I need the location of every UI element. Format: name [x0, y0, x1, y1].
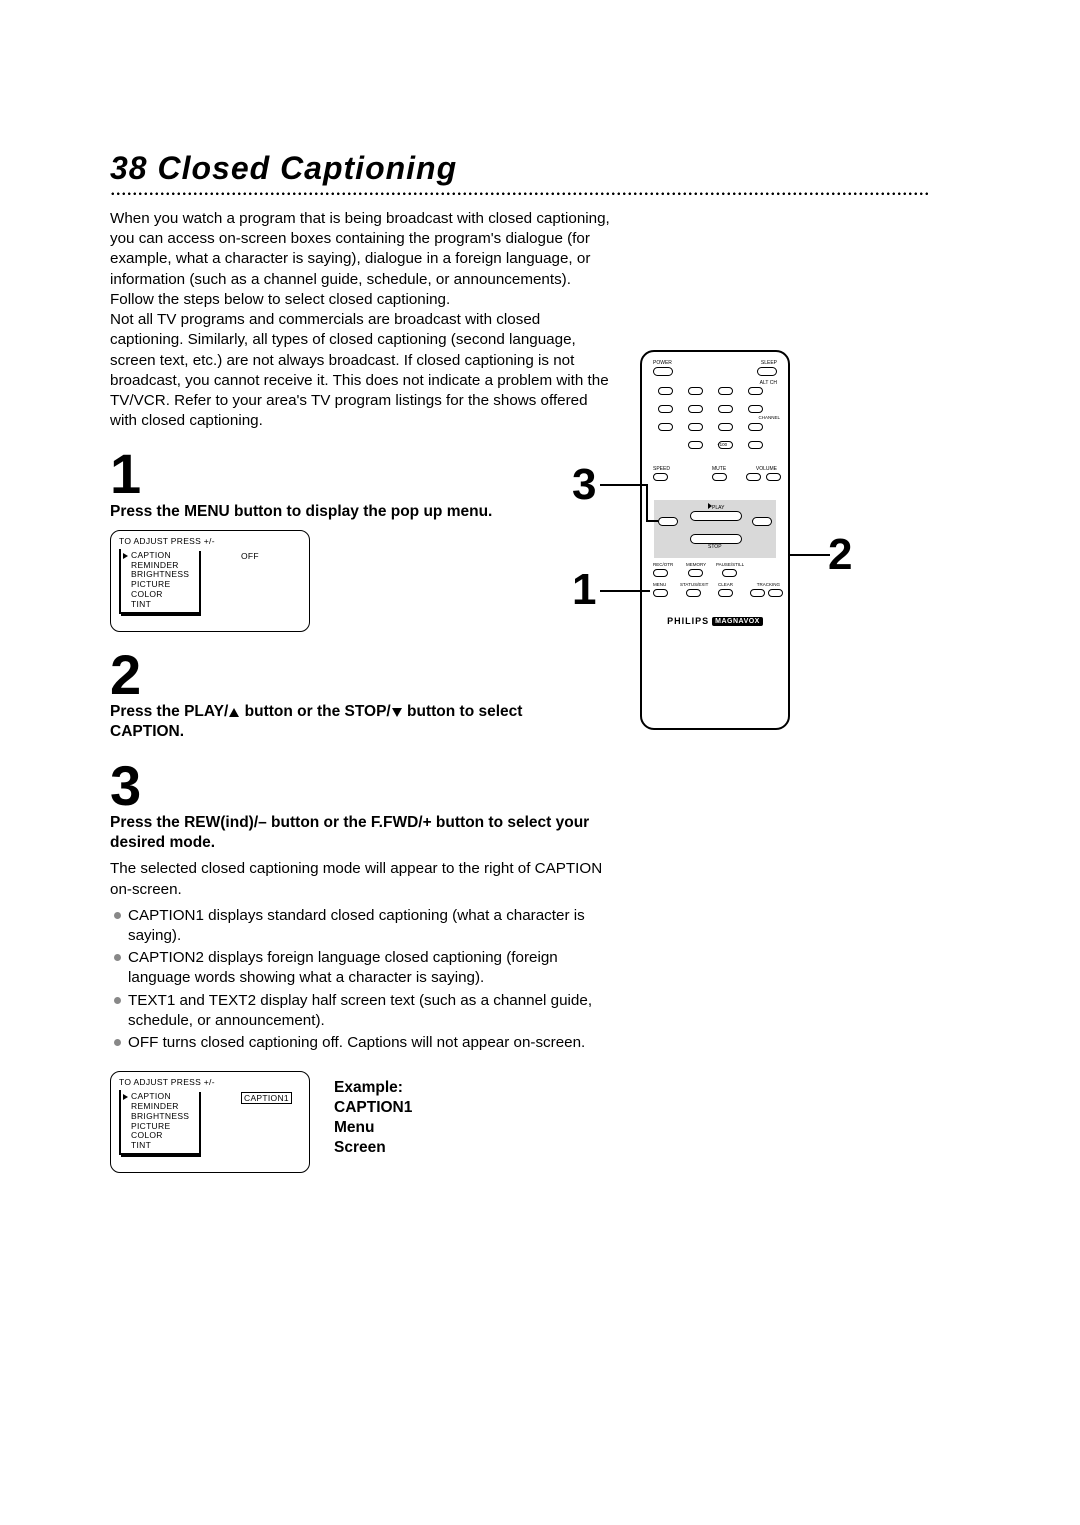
remote-digit-0[interactable]	[688, 441, 703, 449]
remote-volume-down-button[interactable]	[766, 473, 781, 481]
remote-ffwd-button[interactable]	[752, 517, 772, 526]
bullet-item: OFF turns closed captioning off. Caption…	[110, 1033, 610, 1053]
remote-channel-down-button[interactable]	[748, 423, 763, 431]
remote-digit-7[interactable]	[658, 423, 673, 431]
remote-label-recotr: REC/OTR	[653, 562, 673, 567]
step-3-number: 3	[110, 761, 141, 811]
step-1: 1 Press the MENU button to display the p…	[110, 449, 570, 632]
intro-paragraph-2: Not all TV programs and commercials are …	[110, 310, 610, 431]
step-1-number: 1	[110, 449, 141, 499]
remote-power-button[interactable]	[653, 367, 673, 376]
remote-altch-button[interactable]	[748, 387, 763, 395]
osd-item: TINT	[131, 1141, 151, 1151]
remote-brand-magnavox: MAGNAVOX	[712, 617, 763, 626]
remote-callout-3: 3	[572, 460, 596, 510]
bullet-item: TEXT1 and TEXT2 display half screen text…	[110, 991, 610, 1031]
remote-label-memory: MEMORY	[686, 562, 706, 567]
remote-label-mute: MUTE	[712, 466, 726, 472]
step-3-bullets: CAPTION1 displays standard closed captio…	[110, 906, 610, 1054]
up-triangle-icon	[229, 708, 239, 717]
page-heading: 38 Closed Captioning	[110, 150, 970, 187]
remote-label-altch: ALT CH	[760, 380, 777, 386]
step-2: 2 Press the PLAY/ button or the STOP/ bu…	[110, 650, 570, 743]
remote-digit-5[interactable]	[688, 405, 703, 413]
heading-rule	[110, 191, 930, 195]
step-2-instruction: Press the PLAY/ button or the STOP/ butt…	[110, 702, 570, 742]
osd-pointer-icon	[123, 553, 128, 559]
remote-play-button[interactable]	[690, 511, 742, 521]
osd-pointer-icon	[123, 1094, 128, 1100]
step-3: 3 Press the REW(ind)/– button or the F.F…	[110, 761, 610, 1174]
remote-rew-button[interactable]	[658, 517, 678, 526]
remote-tracking-down-button[interactable]	[768, 589, 783, 597]
remote-illustration: POWER SLEEP ALT CH CHANNEL	[590, 350, 870, 770]
osd-title: TO ADJUST PRESS +/-	[119, 1077, 301, 1087]
step-1-instruction: Press the MENU button to display the pop…	[110, 502, 570, 522]
remote-button[interactable]	[748, 441, 763, 449]
remote-clear-button[interactable]	[718, 589, 733, 597]
remote-digit-9[interactable]	[718, 423, 733, 431]
step-2-number: 2	[110, 650, 141, 700]
leader-2	[790, 554, 830, 556]
remote-label-menu: MENU	[653, 582, 666, 587]
remote-label-clear: CLEAR	[718, 582, 733, 587]
osd-title: TO ADJUST PRESS +/-	[119, 536, 301, 546]
remote-digit-6[interactable]	[718, 405, 733, 413]
osd-menu-1: TO ADJUST PRESS +/- CAPTION REMINDER BRI…	[110, 530, 310, 632]
osd-value: CAPTION1	[241, 1092, 292, 1104]
remote-label-status: STATUS/EXIT	[680, 582, 708, 587]
step-3-instruction: Press the REW(ind)/– button or the F.FWD…	[110, 813, 610, 853]
remote-label-plus100: +100	[717, 442, 727, 447]
remote-rec-button[interactable]	[653, 569, 668, 577]
remote-digit-1[interactable]	[658, 387, 673, 395]
remote-label-pausestill: PAUSE/STILL	[716, 562, 744, 567]
remote-label-channel: CHANNEL	[758, 415, 780, 420]
remote-label-sleep: SLEEP	[761, 360, 777, 366]
remote-label-volume: VOLUME	[756, 466, 777, 472]
remote-status-button[interactable]	[686, 589, 701, 597]
remote-brand: PHILIPSMAGNAVOX	[650, 616, 780, 626]
example-label: Example: CAPTION1 Menu Screen	[334, 1078, 412, 1159]
remote-label-stop: STOP	[708, 544, 722, 550]
remote-label-speed: SPEED	[653, 466, 670, 472]
remote-channel-up-button[interactable]	[748, 405, 763, 413]
osd-item: TINT	[131, 600, 151, 610]
remote-body: POWER SLEEP ALT CH CHANNEL	[640, 350, 790, 730]
remote-label-tracking: TRACKING	[757, 582, 780, 587]
osd-menu-2: TO ADJUST PRESS +/- CAPTION REMINDER BRI…	[110, 1071, 310, 1173]
remote-stop-button[interactable]	[690, 534, 742, 544]
remote-digit-3[interactable]	[718, 387, 733, 395]
remote-sleep-button[interactable]	[757, 367, 777, 376]
remote-memory-button[interactable]	[688, 569, 703, 577]
remote-label-power: POWER	[653, 360, 672, 366]
remote-digit-2[interactable]	[688, 387, 703, 395]
remote-tracking-up-button[interactable]	[750, 589, 765, 597]
leader-3c	[646, 520, 658, 522]
bullet-item: CAPTION2 displays foreign language close…	[110, 948, 610, 988]
remote-label-play: PLAY	[708, 503, 724, 511]
remote-digit-4[interactable]	[658, 405, 673, 413]
remote-callout-1: 1	[572, 565, 596, 615]
intro-text: When you watch a program that is being b…	[110, 209, 610, 431]
leader-3a	[600, 484, 646, 486]
remote-menu-button[interactable]	[653, 589, 668, 597]
remote-speed-button[interactable]	[653, 473, 668, 481]
remote-volume-up-button[interactable]	[746, 473, 761, 481]
leader-1	[600, 590, 650, 592]
down-triangle-icon	[392, 708, 402, 717]
remote-mute-button[interactable]	[712, 473, 727, 481]
bullet-item: CAPTION1 displays standard closed captio…	[110, 906, 610, 946]
step-3-body: The selected closed captioning mode will…	[110, 859, 610, 899]
osd-value: OFF	[241, 551, 259, 561]
intro-paragraph-1: When you watch a program that is being b…	[110, 209, 610, 310]
remote-pause-button[interactable]	[722, 569, 737, 577]
remote-digit-8[interactable]	[688, 423, 703, 431]
leader-3b	[646, 484, 648, 520]
remote-callout-2: 2	[828, 530, 852, 580]
